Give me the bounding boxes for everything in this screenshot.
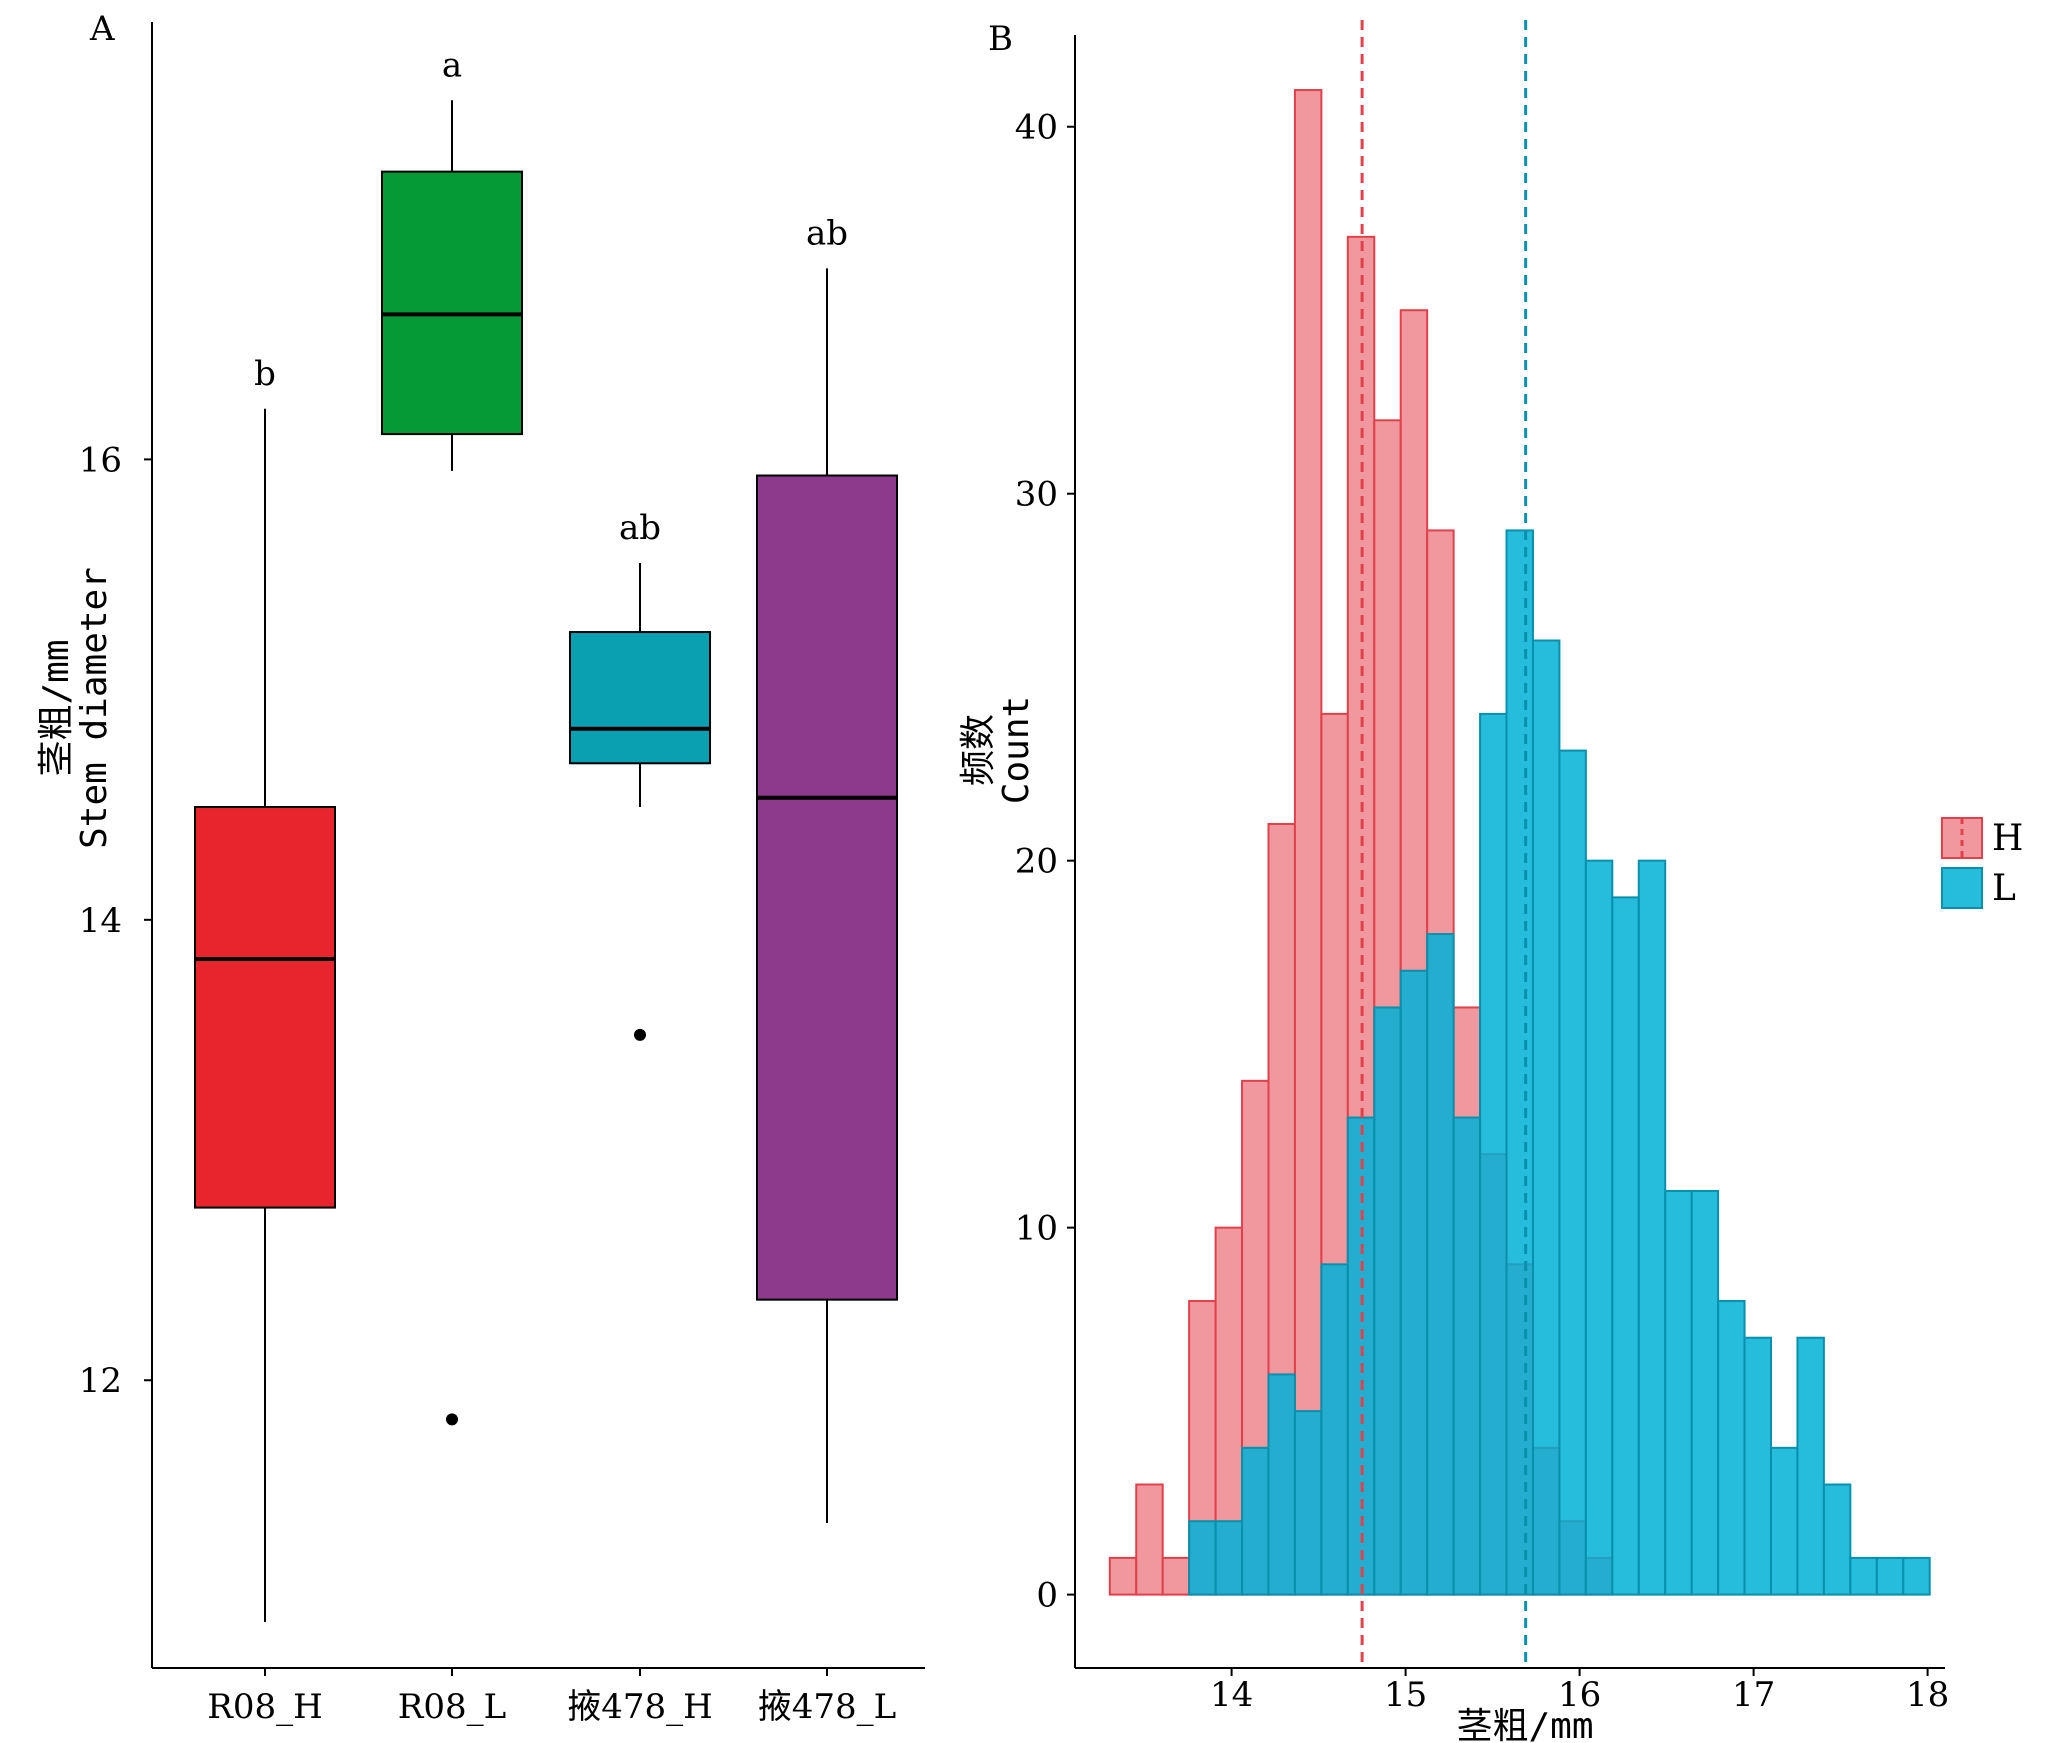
x-tick-label: R08_H	[207, 1687, 323, 1727]
histogram-legend: HL	[1941, 817, 2023, 909]
histogram-panel: B 0 10 20 30 40 14 15 16 17 18 频数 Count 茎粗/mm HL	[958, 19, 2023, 1743]
box-掖478_L: ab	[756, 213, 898, 1523]
box-R08_L: a	[381, 45, 523, 1426]
box-rect	[569, 631, 711, 765]
outlier-point	[634, 1028, 646, 1041]
box-rect	[381, 170, 523, 436]
boxplot-panel: A b a ab ab 12 14 16 R08_H R08_L 掖478_H 掖478_L 茎…	[36, 9, 925, 1727]
y-tick-label: 16	[79, 440, 122, 480]
histogram-bar-L	[1267, 1373, 1296, 1596]
histogram-bar-L	[1611, 896, 1640, 1596]
histogram-y-label-en: Count	[996, 696, 1037, 804]
legend-label-H: H	[1992, 818, 2023, 859]
histogram-bar-H	[1161, 1556, 1191, 1596]
histogram-bar-L	[1796, 1336, 1825, 1596]
histogram-bar-L	[1479, 712, 1508, 1596]
histogram-bar-L	[1558, 749, 1587, 1596]
histogram-bar-L	[1505, 529, 1534, 1596]
y-tick-label: 12	[79, 1361, 122, 1401]
x-tick-label: 17	[1732, 1675, 1775, 1715]
significance-letter: ab	[806, 213, 848, 253]
histogram-x-label: 茎粗/mm	[1456, 1706, 1593, 1743]
histogram-bar-L	[1399, 969, 1429, 1596]
histogram-y-ticks: 0 10 20 30 40	[1015, 108, 1075, 1616]
panel-b-label: B	[988, 19, 1013, 59]
histogram-bar-L	[1241, 1446, 1270, 1596]
significance-letter: ab	[619, 508, 661, 548]
significance-letter: b	[254, 354, 276, 394]
histogram-bar-L	[1584, 859, 1614, 1596]
outlier-point	[446, 1413, 458, 1426]
histogram-bar-L	[1822, 1483, 1852, 1596]
histogram-bar-L	[1849, 1556, 1878, 1596]
histogram-bar-L	[1664, 1189, 1693, 1596]
x-tick-label: 掖478_H	[567, 1687, 713, 1727]
y-tick-label: 30	[1015, 475, 1058, 515]
x-tick-label: 16	[1558, 1675, 1601, 1715]
boxplot-x-ticks: R08_H R08_L 掖478_H 掖478_L	[207, 1668, 896, 1727]
histogram-bar-L	[1717, 1300, 1746, 1596]
boxplot-y-label-en: Stem diameter	[74, 567, 115, 849]
y-tick-label: 0	[1036, 1576, 1058, 1616]
significance-letter: a	[442, 45, 462, 85]
legend-swatch-L	[1941, 867, 1983, 909]
histogram-bar-H	[1108, 1556, 1138, 1596]
legend-label-L: L	[1992, 868, 2016, 909]
histogram-y-label-cn: 频数	[958, 714, 999, 786]
x-tick-label: 15	[1384, 1675, 1427, 1715]
x-tick-label: 18	[1906, 1675, 1949, 1715]
histogram-series-l	[1188, 529, 1931, 1596]
histogram-bar-L	[1188, 1520, 1217, 1596]
histogram-bar-L	[1320, 1263, 1349, 1596]
histogram-bar-L	[1452, 1116, 1482, 1596]
histogram-bar-L	[1426, 933, 1455, 1596]
histogram-bar-L	[1743, 1336, 1773, 1596]
histogram-mean-lines	[1360, 20, 1528, 1668]
y-tick-label: 10	[1015, 1209, 1058, 1249]
boxplot-y-label-group: 茎粗/mm Stem diameter	[36, 567, 115, 849]
histogram-bar-L	[1214, 1520, 1244, 1596]
histogram-bar-L	[1531, 639, 1561, 1596]
box-R08_H: b	[194, 354, 336, 1622]
histogram-bar-L	[1902, 1556, 1931, 1596]
x-tick-label: 14	[1210, 1675, 1253, 1715]
y-tick-label: 20	[1015, 842, 1058, 882]
boxplot-y-label-cn: 茎粗/mm	[36, 639, 77, 776]
x-tick-label: R08_L	[398, 1687, 506, 1727]
box-rect	[194, 806, 336, 1209]
histogram-bar-L	[1770, 1446, 1799, 1596]
panel-a-label: A	[89, 9, 115, 49]
y-tick-label: 14	[79, 901, 122, 941]
x-tick-label: 掖478_L	[758, 1687, 896, 1727]
histogram-bar-L	[1293, 1410, 1323, 1596]
y-tick-label: 40	[1015, 108, 1058, 148]
box-rect	[756, 474, 898, 1301]
boxplot-y-ticks: 12 14 16	[79, 440, 152, 1401]
histogram-bar-L	[1373, 1006, 1402, 1596]
histogram-bar-H	[1293, 89, 1323, 1596]
histogram-bar-L	[1637, 859, 1667, 1596]
histogram-y-label-group: 频数 Count	[958, 696, 1037, 804]
boxplot-area: b a ab ab	[194, 45, 898, 1622]
histogram-bar-L	[1690, 1189, 1720, 1596]
box-掖478_H: ab	[569, 508, 711, 1041]
histogram-x-ticks: 14 15 16 17 18	[1210, 1668, 1949, 1715]
histogram-bar-H	[1135, 1483, 1164, 1596]
histogram-bar-L	[1875, 1556, 1905, 1596]
